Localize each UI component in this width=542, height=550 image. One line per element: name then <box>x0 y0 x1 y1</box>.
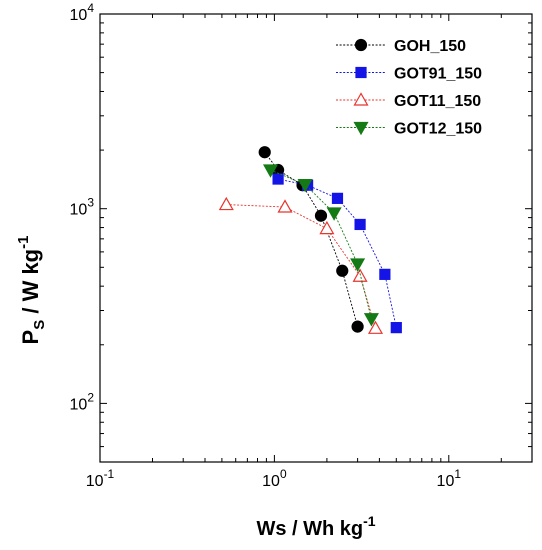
y-tick-label: 104 <box>70 1 95 24</box>
series-got11-150 <box>218 196 384 334</box>
data-point <box>379 268 391 280</box>
x-axis-title-main: Ws / Wh kg <box>256 518 363 540</box>
legend-item: GOT11_150 <box>336 92 481 110</box>
data-point <box>218 196 234 211</box>
data-point <box>258 146 271 159</box>
data-point <box>363 313 379 327</box>
data-point <box>351 320 364 333</box>
legend-item: GOH_150 <box>336 38 466 55</box>
plot-frame <box>99 13 533 463</box>
data-point <box>350 258 366 272</box>
series-got12-150 <box>262 164 379 327</box>
data-point <box>277 199 293 213</box>
data-point <box>352 268 368 282</box>
legend-marker <box>354 38 368 52</box>
legend: GOH_150 GOT91_150 GOT11_150 GOT12_150 <box>336 38 482 138</box>
series-line <box>270 169 372 319</box>
x-tick-label: 101 <box>437 467 462 490</box>
legend-marker <box>353 121 369 136</box>
y-tick-label: 103 <box>70 196 95 219</box>
legend-label: GOT91_150 <box>394 66 482 83</box>
tick-labels: 10-1 100 101 102 103 104 <box>70 1 462 490</box>
data-point <box>331 192 344 204</box>
y-axis-title-sub: S <box>31 320 48 330</box>
y-axis-title-sup: -1 <box>15 236 32 249</box>
x-tick-label: 100 <box>262 467 287 490</box>
legend-label: GOT11_150 <box>394 93 481 110</box>
series-layer <box>218 146 402 334</box>
legend-item: GOT91_150 <box>336 66 482 83</box>
data-point <box>354 218 366 231</box>
y-axis-title-rest: / W kg <box>18 249 43 320</box>
data-point <box>272 173 284 185</box>
y-axis-title: PS / W kg-1 <box>15 236 48 345</box>
legend-item: GOT12_150 <box>336 121 482 138</box>
axis-ticks <box>99 13 533 463</box>
y-axis-title-main: P <box>18 330 43 345</box>
y-tick-label: 102 <box>70 390 95 413</box>
data-point <box>297 178 313 193</box>
x-tick-label: 10-1 <box>86 467 115 490</box>
data-point <box>319 220 335 235</box>
legend-label: GOH_150 <box>394 38 466 55</box>
series-got91-150 <box>272 173 402 334</box>
series-line <box>226 204 376 329</box>
x-axis-title: Ws / Wh kg-1 <box>256 513 375 540</box>
x-axis-title-sup: -1 <box>363 513 376 529</box>
plot-area-border <box>99 13 533 463</box>
data-point <box>390 322 402 334</box>
data-point <box>367 320 384 334</box>
data-point <box>326 207 342 221</box>
data-point <box>262 164 279 178</box>
legend-marker <box>353 92 369 106</box>
legend-label: GOT12_150 <box>394 121 482 138</box>
data-point <box>314 209 328 222</box>
data-point <box>336 264 349 277</box>
legend-marker <box>355 66 367 79</box>
series-line <box>277 178 397 328</box>
